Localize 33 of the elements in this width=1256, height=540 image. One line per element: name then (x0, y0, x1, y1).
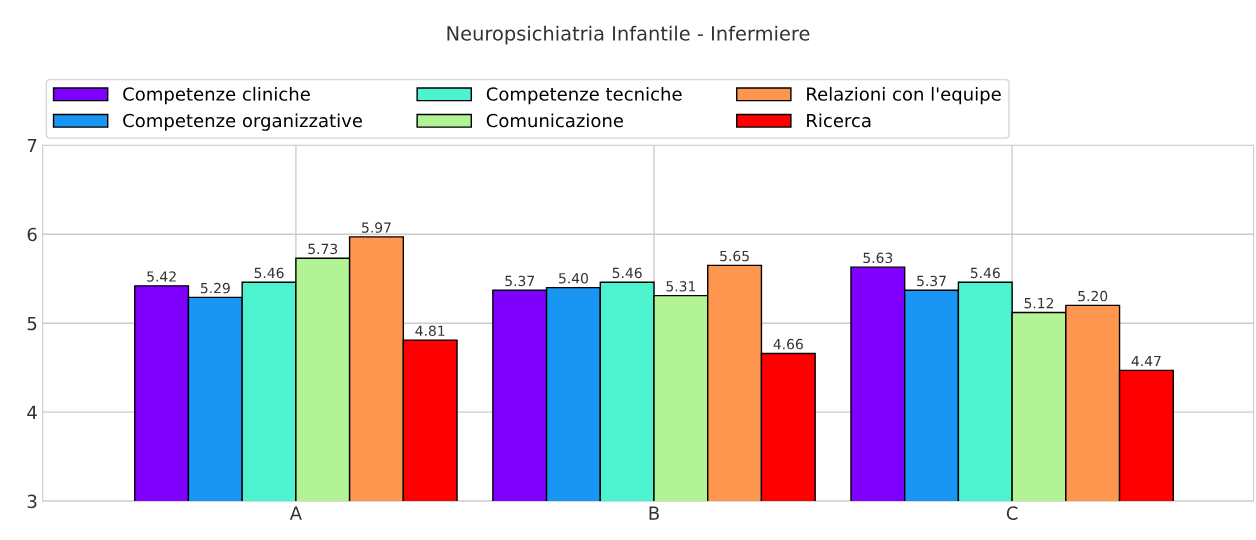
data-label: 5.20 (1078, 290, 1108, 302)
legend-label: Competenze cliniche (123, 86, 310, 105)
data-label: 5.31 (666, 281, 696, 292)
chart-title: Neuropsichiatria Infantile - Infermiere (447, 25, 810, 45)
x-tick-label: B (649, 506, 659, 520)
data-label: 4.47 (1131, 355, 1161, 367)
y-tick-label: 4 (27, 405, 37, 420)
data-label: 5.73 (308, 243, 338, 255)
legend-label: Comunicazione (486, 113, 624, 128)
data-label: 5.65 (720, 250, 749, 262)
data-label: 5.46 (970, 267, 1000, 279)
y-tick-label: 6 (27, 227, 37, 242)
data-label: 5.42 (147, 271, 176, 282)
data-label: 5.46 (254, 267, 284, 279)
data-label: 5.29 (200, 282, 230, 294)
data-label: 5.37 (917, 275, 946, 287)
y-tick-label: 5 (27, 316, 37, 331)
data-label: 5.37 (505, 275, 534, 287)
x-tick-label: C (1006, 506, 1018, 520)
data-label: 4.66 (773, 338, 803, 350)
data-label: 4.81 (415, 325, 445, 337)
x-tick-label: A (289, 506, 302, 520)
y-tick-label: 3 (27, 494, 37, 509)
data-label: 5.40 (559, 273, 588, 284)
data-label: 5.63 (863, 252, 893, 264)
legend-label: Competenze tecniche (486, 86, 682, 105)
y-tick-label: 7 (27, 138, 37, 153)
data-label: 5.12 (1024, 297, 1054, 309)
data-label: 5.46 (612, 267, 642, 279)
legend-label: Competenze organizzative (123, 113, 362, 131)
data-label: 5.97 (362, 222, 391, 233)
legend-label: Ricerca (807, 113, 871, 128)
legend-label: Relazioni con l'equipe (807, 86, 1001, 105)
